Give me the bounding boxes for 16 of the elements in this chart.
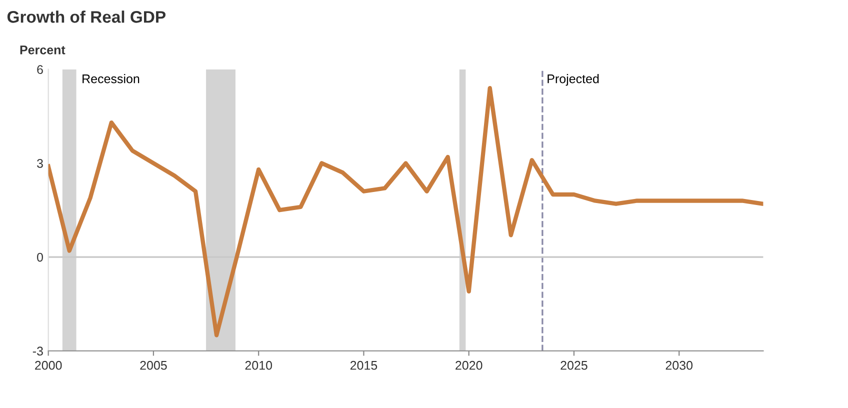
y-tick-label: 0 bbox=[37, 252, 43, 262]
line-series bbox=[48, 86, 764, 338]
x-tick-label: 2000 bbox=[35, 360, 62, 370]
band-label: Recession bbox=[82, 74, 140, 84]
x-tick-label: 2025 bbox=[560, 360, 588, 370]
x-tick-label: 2015 bbox=[350, 360, 378, 370]
x-tick-label: 2010 bbox=[245, 360, 272, 370]
y-axis-title: Percent bbox=[20, 46, 66, 54]
x-tick-label: 2005 bbox=[140, 360, 167, 370]
y-tick-label: 6 bbox=[37, 65, 43, 74]
y-tick-label: 3 bbox=[37, 159, 43, 168]
x-tick-label: 2030 bbox=[666, 360, 693, 370]
chart-title: Growth of Real GDP bbox=[7, 10, 166, 23]
y-tick-label: -3 bbox=[32, 346, 43, 356]
x-tick-label: 2020 bbox=[456, 360, 482, 370]
ref-line-label: Projected bbox=[548, 74, 599, 86]
